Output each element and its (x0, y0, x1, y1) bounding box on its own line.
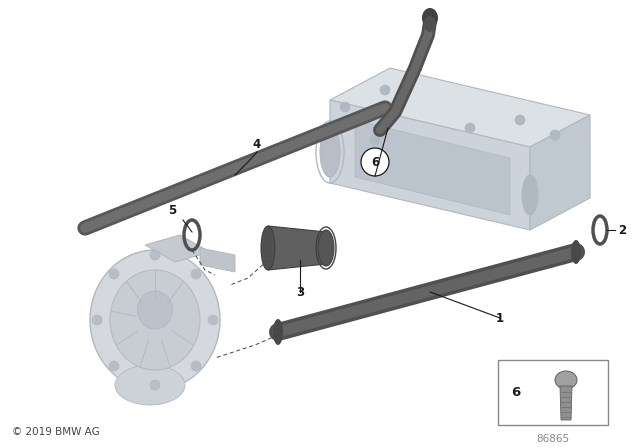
Polygon shape (330, 68, 590, 147)
Circle shape (361, 148, 389, 176)
Ellipse shape (261, 226, 275, 270)
Circle shape (340, 102, 350, 112)
Text: 6: 6 (511, 385, 520, 399)
Circle shape (109, 361, 119, 371)
Ellipse shape (90, 250, 220, 390)
Polygon shape (530, 115, 590, 230)
Ellipse shape (273, 319, 283, 345)
Ellipse shape (110, 270, 200, 370)
Polygon shape (268, 226, 326, 270)
Ellipse shape (424, 16, 436, 32)
Text: 2: 2 (618, 224, 626, 237)
Circle shape (370, 135, 380, 145)
Circle shape (191, 269, 201, 279)
Circle shape (191, 361, 201, 371)
Circle shape (92, 315, 102, 325)
Polygon shape (200, 248, 235, 272)
Ellipse shape (422, 8, 438, 28)
Text: 3: 3 (296, 285, 304, 298)
Polygon shape (355, 120, 510, 215)
Polygon shape (145, 235, 210, 262)
Circle shape (550, 130, 560, 140)
Circle shape (380, 85, 390, 95)
Text: © 2019 BMW AG: © 2019 BMW AG (12, 427, 100, 437)
Ellipse shape (115, 365, 185, 405)
Polygon shape (330, 100, 530, 230)
Ellipse shape (138, 291, 173, 329)
Text: 86865: 86865 (536, 434, 570, 444)
FancyBboxPatch shape (498, 360, 608, 425)
Circle shape (150, 380, 160, 390)
Ellipse shape (555, 371, 577, 389)
Ellipse shape (318, 230, 334, 266)
Text: 5: 5 (168, 203, 176, 216)
Text: 1: 1 (496, 311, 504, 324)
Circle shape (465, 123, 475, 133)
Polygon shape (560, 386, 572, 420)
Circle shape (109, 269, 119, 279)
Circle shape (515, 115, 525, 125)
Text: 4: 4 (253, 138, 261, 151)
Circle shape (150, 250, 160, 260)
Text: 6: 6 (371, 155, 379, 168)
Ellipse shape (571, 240, 581, 264)
Ellipse shape (522, 175, 538, 215)
Ellipse shape (320, 127, 340, 177)
Circle shape (208, 315, 218, 325)
